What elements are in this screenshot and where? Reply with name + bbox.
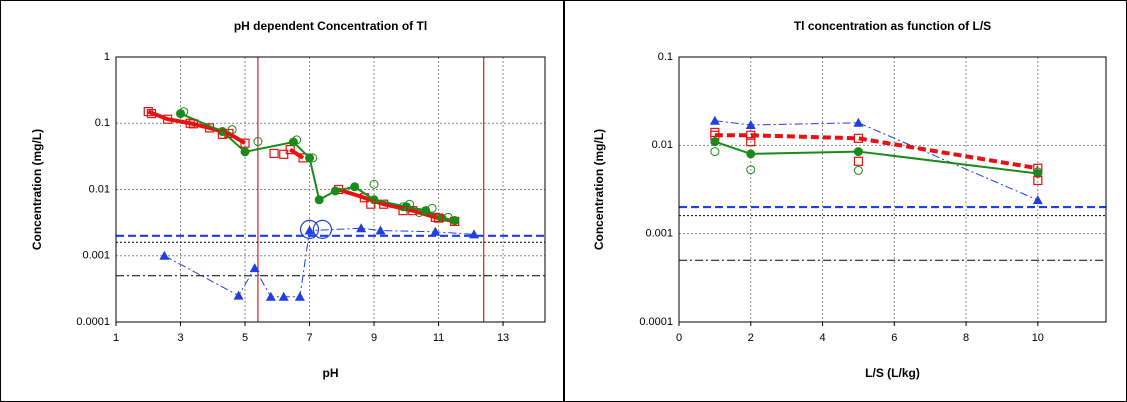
marker (746, 149, 756, 159)
plot-frame (678, 56, 1107, 323)
chart-title: pH dependent Concentration of Tl (234, 19, 427, 33)
marker (746, 137, 756, 147)
marker (356, 223, 367, 233)
y-tick-label: 0.1 (95, 117, 110, 129)
marker (227, 125, 237, 135)
marker (330, 186, 340, 196)
y-tick-label: 0.001 (645, 228, 673, 240)
marker (233, 290, 244, 300)
marker (278, 291, 289, 301)
marker (350, 182, 360, 192)
x-tick-label: 0 (676, 332, 682, 344)
marker (1033, 175, 1043, 186)
marker (710, 147, 720, 157)
marker (304, 225, 315, 235)
x-tick-label: 4 (819, 332, 825, 344)
marker (443, 212, 453, 222)
marker (853, 133, 864, 143)
marker (369, 179, 379, 189)
y-tick-label: 0.001 (82, 250, 110, 262)
marker (253, 137, 263, 147)
marker (709, 115, 720, 125)
marker (405, 199, 415, 209)
marker (305, 153, 315, 163)
x-tick-label: 6 (891, 332, 897, 344)
marker (375, 225, 386, 235)
marker (294, 291, 305, 301)
marker (745, 119, 756, 129)
x-axis-label: pH (323, 366, 339, 380)
marker (710, 127, 720, 138)
series-line (714, 140, 1038, 175)
x-tick-label: 9 (371, 332, 377, 344)
marker (308, 153, 318, 163)
marker (427, 203, 437, 213)
series-line (289, 147, 305, 160)
x-tick-label: 7 (306, 332, 312, 344)
marker (240, 138, 250, 148)
marker (710, 137, 720, 147)
plot-frame (115, 56, 546, 323)
marker (746, 130, 756, 140)
y-tick-label: 0.1 (658, 51, 673, 63)
marker (146, 108, 157, 119)
marker (217, 129, 228, 139)
marker (853, 117, 864, 127)
marker (279, 149, 289, 159)
plot-area (679, 57, 1106, 322)
y-axis-label: Concentration (mg/L) (30, 129, 44, 250)
y-tick-label: 0.01 (89, 183, 110, 195)
marker (240, 147, 250, 157)
marker (299, 219, 320, 239)
marker (265, 291, 276, 301)
y-tick-label: 1 (104, 51, 110, 63)
marker (379, 199, 389, 209)
x-tick-label: 5 (242, 332, 248, 344)
marker (285, 145, 295, 155)
marker (414, 207, 424, 217)
y-tick-label: 0.0001 (76, 316, 110, 328)
x-tick-label: 1 (113, 332, 119, 344)
x-tick-label: 10 (1032, 332, 1044, 344)
marker (217, 127, 227, 137)
marker (469, 229, 480, 239)
marker (746, 165, 756, 175)
x-tick-label: 2 (748, 332, 754, 344)
marker (366, 199, 376, 209)
marker (430, 226, 441, 236)
x-axis-label: L/S (L/kg) (865, 366, 920, 380)
y-axis-label: Concentration (mg/L) (592, 129, 606, 250)
series-line (147, 109, 247, 145)
x-tick-label: 8 (963, 332, 969, 344)
x-tick-label: 3 (177, 332, 183, 344)
chart-title: Tl concentration as function of L/S (794, 19, 991, 33)
marker (853, 147, 863, 157)
marker (163, 114, 173, 124)
marker (143, 106, 153, 117)
marker (159, 250, 170, 260)
marker (269, 148, 279, 159)
y-tick-label: 0.01 (652, 139, 673, 151)
marker (249, 263, 260, 273)
marker (292, 135, 302, 145)
marker (314, 195, 324, 205)
marker (1032, 195, 1043, 205)
x-tick-label: 13 (497, 332, 509, 344)
series-line (714, 133, 1039, 171)
marker (188, 119, 199, 129)
series-line (714, 120, 1039, 201)
marker (179, 107, 189, 117)
y-tick-label: 0.0001 (639, 316, 673, 328)
marker (853, 156, 864, 166)
marker (312, 219, 333, 239)
marker (853, 165, 863, 175)
marker (398, 206, 408, 216)
marker (433, 213, 444, 223)
x-tick-label: 11 (433, 332, 444, 344)
